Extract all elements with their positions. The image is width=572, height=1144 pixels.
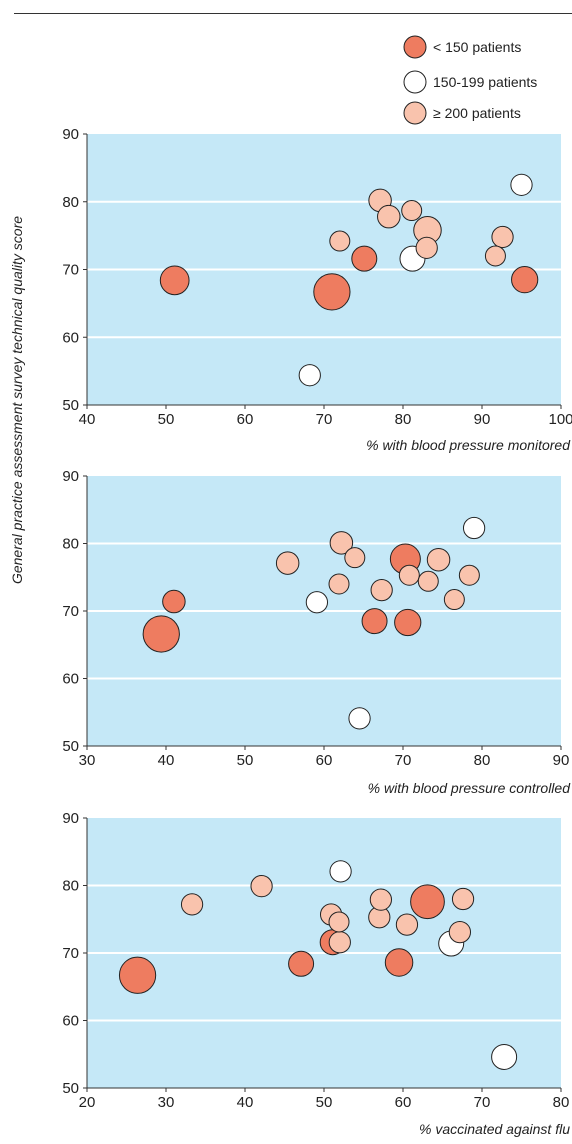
panel-2: 30 40 50 60 70 80 90 50 60 70 80 90 % with blood pre…: [62, 468, 571, 796]
data-point: [328, 931, 351, 954]
data-point: [410, 884, 445, 920]
y-tick-label: 80: [62, 536, 79, 553]
x-axis-label: % with blood pressure monitored: [366, 437, 571, 453]
data-point: [511, 266, 539, 294]
legend-label-1: 150-199 patients: [433, 74, 537, 90]
y-tick-label: 60: [62, 329, 79, 346]
x-tick-label: 40: [158, 752, 175, 769]
y-axis-label: General practice assessment survey techn…: [9, 216, 25, 584]
data-point: [305, 591, 329, 614]
data-point: [394, 608, 422, 637]
data-point: [484, 245, 506, 267]
legend-marker-2: [403, 101, 427, 125]
data-point: [451, 887, 475, 911]
data-point: [491, 225, 514, 249]
y-tick-label: 70: [62, 262, 79, 279]
legend-label-0: < 150 patients: [433, 39, 521, 55]
x-tick-label: 70: [474, 1094, 491, 1111]
legend: < 150 patients 150-199 patients ≥ 200 pati…: [403, 35, 537, 125]
data-point: [275, 551, 300, 575]
x-tick-label: 70: [316, 411, 333, 428]
data-point: [377, 204, 401, 229]
data-point: [348, 707, 371, 730]
legend-marker-1: [403, 70, 427, 94]
data-point: [162, 589, 186, 614]
y-tick-label: 80: [62, 878, 79, 895]
x-tick-label: 80: [395, 411, 412, 428]
data-point: [415, 236, 438, 259]
x-axis-label: % vaccinated against flu: [419, 1121, 570, 1137]
data-point: [250, 875, 273, 898]
y-tick-label: 80: [62, 194, 79, 211]
panel-3: 20 30 40 50 60 70 80 50 60 70 80 90 % vaccinated aga…: [62, 810, 570, 1137]
x-tick-label: 30: [158, 1094, 175, 1111]
y-tick-label: 90: [62, 468, 79, 485]
data-point: [328, 573, 350, 595]
x-tick-label: 20: [79, 1094, 96, 1111]
x-tick-label: 60: [316, 752, 333, 769]
data-point: [458, 564, 480, 586]
data-point: [361, 608, 388, 635]
data-point: [417, 570, 439, 592]
data-point: [491, 1043, 518, 1070]
data-point: [395, 913, 419, 936]
y-tick-label: 70: [62, 945, 79, 962]
legend-marker-0: [403, 35, 427, 59]
x-tick-label: 40: [237, 1094, 254, 1111]
data-point: [142, 615, 180, 653]
data-point: [448, 920, 472, 944]
data-point: [159, 265, 190, 296]
data-point: [288, 950, 315, 977]
x-tick-label: 80: [474, 752, 491, 769]
y-tick-label: 60: [62, 1013, 79, 1030]
x-tick-label: 100: [548, 411, 572, 428]
data-point: [384, 948, 414, 977]
data-point: [329, 860, 352, 883]
data-point: [180, 893, 204, 916]
y-tick-label: 90: [62, 126, 79, 143]
x-tick-label: 70: [395, 752, 412, 769]
y-tick-label: 50: [62, 1080, 79, 1097]
data-point: [351, 245, 378, 272]
data-point: [398, 564, 420, 586]
data-point: [510, 173, 533, 196]
data-point: [298, 364, 321, 387]
x-axis-label: % with blood pressure controlled: [368, 780, 572, 796]
y-tick-label: 50: [62, 738, 79, 755]
x-tick-label: 50: [158, 411, 175, 428]
x-tick-label: 50: [237, 752, 254, 769]
data-point: [118, 956, 157, 994]
data-point: [329, 531, 354, 555]
y-tick-label: 90: [62, 810, 79, 827]
data-point: [329, 230, 351, 252]
data-point: [443, 589, 465, 611]
x-tick-label: 80: [553, 1094, 570, 1111]
x-tick-label: 30: [79, 752, 96, 769]
x-tick-label: 40: [79, 411, 96, 428]
x-tick-label: 60: [395, 1094, 412, 1111]
data-point: [370, 578, 393, 602]
x-tick-label: 50: [316, 1094, 333, 1111]
x-tick-label: 60: [237, 411, 254, 428]
data-point: [344, 547, 366, 569]
data-point: [426, 547, 451, 572]
x-tick-label: 90: [474, 411, 491, 428]
data-point: [401, 200, 423, 222]
y-tick-label: 60: [62, 671, 79, 688]
data-point: [369, 888, 393, 911]
data-point: [328, 911, 350, 933]
x-tick-label: 90: [553, 752, 570, 769]
data-point: [462, 516, 486, 540]
data-point: [313, 273, 351, 311]
y-tick-label: 70: [62, 603, 79, 620]
legend-label-2: ≥ 200 patients: [433, 105, 521, 121]
top-rule: [14, 13, 572, 14]
y-tick-label: 50: [62, 397, 79, 414]
